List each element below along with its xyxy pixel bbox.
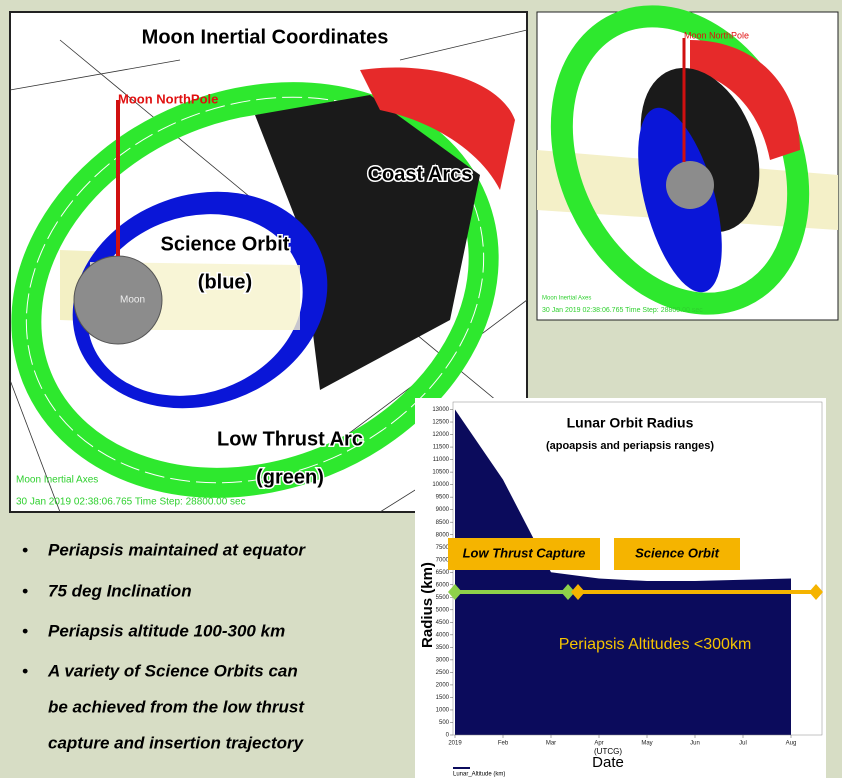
y-tick-label: 12000 (432, 432, 449, 438)
moon (74, 256, 162, 344)
science-orbit-label: (blue) (198, 271, 252, 293)
y-tick-label: 5000 (436, 607, 450, 613)
bullet-dot: • (22, 621, 28, 640)
north-pole-label: Moon NorthPole (684, 30, 749, 40)
bullet-dot: • (22, 540, 28, 559)
x-tick-label: Jul (739, 741, 747, 747)
x-tick-label: Jun (690, 741, 700, 747)
x-tick-label: May (641, 741, 652, 747)
y-tick-label: 3000 (436, 657, 450, 663)
y-tick-label: 6000 (436, 582, 450, 588)
x-tick-label: Feb (498, 741, 509, 747)
chart-subtitle: (apoapsis and periapsis ranges) (546, 440, 714, 452)
y-tick-label: 1500 (436, 695, 450, 701)
legend-label: Lunar_Altitude (km) (453, 772, 505, 778)
timestamp: 30 Jan 2019 02:38:06.765 Time Step: 2880… (542, 307, 703, 314)
bullet-text: 75 deg Inclination (48, 581, 192, 600)
y-tick-label: 6500 (436, 570, 450, 576)
y-tick-label: 10500 (432, 470, 449, 476)
slide: Moon Inertial Coordinates Moon NorthPole… (0, 0, 842, 778)
chart-title: Lunar Orbit Radius (567, 415, 694, 431)
x-axis-label: Date (592, 754, 624, 771)
y-tick-label: 4500 (436, 620, 450, 626)
bullet-text: be achieved from the low thrust (48, 697, 305, 716)
y-tick-label: 2000 (436, 683, 450, 689)
annotation: Periapsis Altitudes <300km (559, 636, 752, 653)
y-tick-label: 8000 (436, 532, 450, 538)
x-tick-label: Mar (546, 741, 556, 747)
x-tick-label: 2019 (448, 741, 462, 747)
y-tick-label: 9500 (436, 495, 450, 501)
y-tick-label: 8500 (436, 520, 450, 526)
bullet-text: A variety of Science Orbits can (47, 661, 298, 680)
y-tick-label: 1000 (436, 708, 450, 714)
timestamp: 30 Jan 2019 02:38:06.765 Time Step: 2880… (16, 497, 246, 508)
science-orbit-label: Science Orbit (161, 233, 290, 255)
coast-arcs-label: Coast Arcs (368, 163, 473, 185)
bullet-dot: • (22, 661, 28, 680)
bullet-dot: • (22, 581, 28, 600)
x-axis-unit: (UTCG) (594, 747, 622, 756)
annotation: Science Orbit (635, 545, 719, 560)
y-tick-label: 500 (439, 720, 450, 726)
annotation: Low Thrust Capture (463, 545, 586, 560)
y-axis-label: Radius (km) (419, 562, 436, 648)
moon (666, 161, 714, 209)
low-thrust-label: Low Thrust Arc (217, 428, 363, 450)
bullet-text: Periapsis maintained at equator (48, 540, 306, 559)
panel-title: Moon Inertial Coordinates (142, 26, 389, 48)
low-thrust-label: (green) (256, 466, 324, 488)
y-tick-label: 3500 (436, 645, 450, 651)
axes-label: Moon Inertial Axes (542, 296, 591, 302)
y-tick-label: 7000 (436, 557, 450, 563)
bullet-text: capture and insertion trajectory (48, 733, 305, 752)
x-tick-label: Apr (594, 741, 603, 747)
y-tick-label: 4000 (436, 632, 450, 638)
y-tick-label: 5500 (436, 595, 450, 601)
y-tick-label: 11500 (433, 445, 450, 451)
bullet-text: Periapsis altitude 100-300 km (48, 621, 285, 640)
north-pole-label: Moon NorthPole (118, 91, 218, 106)
chart: Lunar Orbit Radius (apoapsis and periaps… (415, 398, 826, 778)
x-tick-label: Aug (786, 741, 797, 747)
y-tick-label: 11000 (433, 457, 450, 463)
y-tick-label: 7500 (436, 545, 450, 551)
page: Moon Inertial Coordinates Moon NorthPole… (0, 0, 842, 778)
moon-label: Moon (120, 295, 145, 306)
axes-label: Moon Inertial Axes (16, 475, 98, 486)
y-tick-label: 13000 (432, 407, 449, 413)
y-tick-label: 12500 (432, 420, 449, 426)
y-tick-label: 10000 (432, 482, 449, 488)
y-tick-label: 2500 (436, 670, 450, 676)
y-tick-label: 9000 (436, 507, 450, 513)
right-panel: Moon NorthPole Moon Inertial Axes 30 Jan… (517, 0, 842, 342)
